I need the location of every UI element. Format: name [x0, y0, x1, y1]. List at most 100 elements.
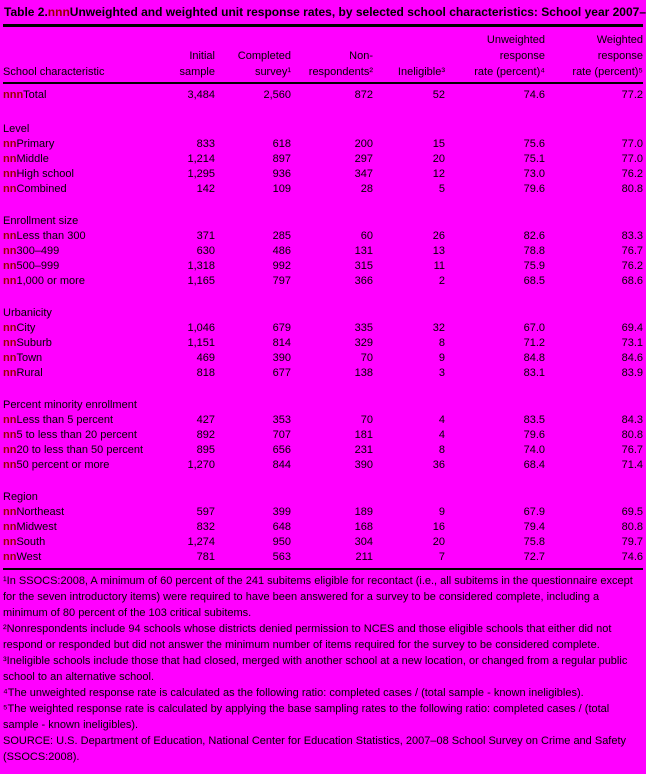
value-cell: 1,270 [187, 459, 215, 471]
value-cell: 427 [196, 414, 215, 426]
column-header-line [3, 48, 153, 64]
column-header-line: Unweighted [486, 34, 545, 46]
row-label: Rural [16, 367, 43, 379]
column-header-line [373, 32, 445, 48]
column-header-line: rate (percent)⁴ [474, 66, 545, 78]
row-label: Primary [16, 138, 55, 150]
tab-marker: nn [3, 459, 17, 471]
value-cell: 347 [354, 168, 373, 180]
table-row: nn1,000 or more 1,165 797 366 2 68.5 68.6 [3, 274, 643, 289]
value-cell: 11 [433, 260, 445, 272]
value-cell: 814 [272, 337, 291, 349]
table-row: nn5 to less than 20 percent 892 707 181 4 79.… [3, 428, 643, 443]
column-header: School characteristic [3, 25, 153, 84]
row-label: Combined [16, 183, 67, 195]
value-cell: 9 [438, 506, 445, 518]
value-cell: 67.0 [523, 322, 545, 334]
value-cell: 75.9 [523, 260, 545, 272]
row-label: Middle [16, 153, 49, 165]
column-header-line: School characteristic [3, 66, 105, 78]
value-cell: 1,318 [187, 260, 215, 272]
section-name: Level [3, 123, 30, 135]
value-cell: 79.6 [523, 429, 545, 441]
value-cell: 79.4 [523, 521, 545, 533]
value-cell: 36 [432, 459, 445, 471]
value-cell: 80.8 [621, 429, 643, 441]
column-header-line: Weighted [596, 34, 643, 46]
spacer-row [3, 473, 643, 490]
section-name: Percent minority enrollment [3, 399, 137, 411]
row-label: Suburb [16, 337, 52, 349]
value-cell: 77.2 [621, 89, 643, 101]
value-cell: 131 [354, 245, 373, 257]
table-header: School characteristic Initial sample Comp… [3, 25, 643, 84]
value-cell: 79.7 [621, 536, 643, 548]
value-cell: 189 [354, 506, 373, 518]
value-cell: 1,274 [187, 536, 215, 548]
table-row: nn300–499 630 486 131 13 78.8 76.7 [3, 244, 643, 259]
value-cell: 16 [432, 521, 445, 533]
value-cell: 390 [354, 459, 373, 471]
value-cell: 12 [432, 168, 445, 180]
section-header-row: Enrollment size [3, 214, 643, 229]
tab-marker: nn [3, 352, 17, 364]
value-cell: 20 [432, 536, 445, 548]
row-label: Midwest [16, 521, 57, 533]
tab-marker: nn [3, 183, 17, 195]
value-cell: 2,560 [263, 89, 291, 101]
value-cell: 3,484 [187, 89, 215, 101]
spacer-row [3, 381, 643, 398]
section-name: Urbanicity [3, 307, 52, 319]
value-cell: 4 [438, 414, 445, 426]
value-cell: 84.3 [621, 414, 643, 426]
column-header: Ineligible³ [373, 25, 445, 84]
column-header: Weighted response rate (percent)⁵ [545, 25, 643, 84]
value-cell: 74.0 [523, 444, 545, 456]
value-cell: 630 [196, 245, 215, 257]
value-cell: 335 [354, 322, 373, 334]
value-cell: 618 [272, 138, 291, 150]
tab-marker: nn [3, 275, 17, 287]
column-header-line: Ineligible³ [397, 66, 445, 78]
value-cell: 8 [438, 337, 445, 349]
row-label: South [16, 536, 46, 548]
row-label: Less than 300 [16, 230, 86, 242]
value-cell: 656 [272, 444, 291, 456]
value-cell: 76.7 [621, 245, 643, 257]
value-cell: 597 [196, 506, 215, 518]
table-row: nnNortheast 597 399 189 9 67.9 69.5 [3, 505, 643, 520]
value-cell: 648 [272, 521, 291, 533]
value-cell: 83.5 [523, 414, 545, 426]
value-cell: 71.2 [523, 337, 545, 349]
value-cell: 83.3 [621, 230, 643, 242]
column-header-line [215, 32, 291, 48]
spacer-row [3, 105, 643, 122]
footnote: ¹In SSOCS:2008, A minimum of 60 percent … [3, 575, 633, 619]
value-cell: 897 [272, 153, 291, 165]
row-label-cell: nn500–999 [3, 259, 153, 274]
table-row: nnPrimary 833 618 200 15 75.6 77.0 [3, 137, 643, 152]
table-row: nnHigh school 1,295 936 347 12 73.0 76.2 [3, 167, 643, 182]
table-row: nnSuburb 1,151 814 329 8 71.2 73.1 [3, 336, 643, 351]
value-cell: 211 [291, 550, 373, 570]
value-cell: 832 [196, 521, 215, 533]
value-cell: 75.1 [523, 153, 545, 165]
value-cell: 390 [272, 352, 291, 364]
table-row: nnLess than 5 percent 427 353 70 4 83.5 84.3 [3, 413, 643, 428]
value-cell: 83.1 [523, 367, 545, 379]
table-row: nnMiddle 1,214 897 297 20 75.1 77.0 [3, 152, 643, 167]
value-cell: 679 [272, 322, 291, 334]
spacer-cell [3, 381, 643, 398]
tab-marker: nn [3, 138, 17, 150]
value-cell: 77.0 [621, 153, 643, 165]
value-cell: 73.0 [523, 168, 545, 180]
row-label: 5 to less than 20 percent [16, 429, 137, 441]
value-cell: 844 [272, 459, 291, 471]
value-cell: 84.6 [621, 352, 643, 364]
value-cell: 329 [354, 337, 373, 349]
value-cell: 78.8 [523, 245, 545, 257]
row-label-cell: nn50 percent or more [3, 458, 153, 473]
value-cell: 77.0 [621, 138, 643, 150]
value-cell: 138 [354, 367, 373, 379]
value-cell: 872 [354, 89, 373, 101]
